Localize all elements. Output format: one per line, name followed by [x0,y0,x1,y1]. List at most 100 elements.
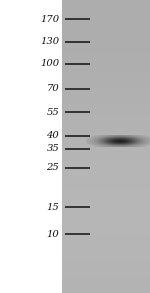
Bar [95,138,96,139]
Bar [96,141,97,142]
Bar [104,136,105,137]
Bar [62,0,150,5]
Bar [62,273,150,278]
Bar [114,143,115,144]
Bar [146,136,147,137]
Bar [112,143,113,144]
Bar [107,137,108,138]
Bar [86,140,87,141]
Bar [112,138,113,139]
Bar [136,139,137,140]
Bar [99,141,100,142]
Bar [106,143,107,144]
Bar [109,141,110,142]
Bar [149,142,150,143]
Bar [112,135,113,136]
Bar [102,139,103,140]
Bar [114,142,115,143]
Bar [88,138,89,139]
Bar [97,137,98,138]
Bar [123,142,124,143]
Bar [126,144,127,145]
Bar [100,138,101,139]
Bar [107,141,108,142]
Bar [110,137,111,138]
Bar [143,139,144,140]
Bar [97,139,98,140]
Bar [122,142,123,143]
Bar [62,239,150,244]
Bar [62,234,150,239]
Bar [106,135,107,136]
Bar [138,137,139,138]
Bar [106,141,107,142]
Bar [111,143,112,144]
Bar [62,5,150,10]
Bar [62,161,150,166]
Bar [94,145,95,146]
Bar [108,141,109,142]
Bar [116,142,117,143]
Text: 10: 10 [46,230,59,239]
Bar [62,44,150,49]
Bar [129,140,130,141]
Bar [124,139,125,140]
Bar [96,136,97,137]
Bar [148,144,149,145]
Bar [103,137,104,138]
Bar [138,143,139,144]
Bar [116,143,117,144]
Bar [139,143,140,144]
Bar [94,144,95,145]
Bar [122,136,123,137]
Bar [117,137,118,138]
Bar [120,138,121,139]
Bar [107,135,108,136]
Bar [62,103,150,108]
Bar [133,136,134,137]
Bar [62,10,150,15]
Bar [137,135,138,136]
Bar [98,143,99,144]
Bar [129,142,130,143]
Bar [116,137,117,138]
Bar [134,142,135,143]
Bar [99,135,100,136]
Bar [87,142,88,143]
Bar [114,137,115,138]
Bar [135,140,136,141]
Bar [142,144,143,145]
Bar [111,142,112,143]
Bar [147,139,148,140]
Bar [115,141,116,142]
Bar [133,144,134,145]
Bar [127,143,128,144]
Bar [117,143,118,144]
Bar [86,139,87,140]
Bar [143,136,144,137]
Bar [93,140,94,141]
Bar [98,141,99,142]
Bar [91,142,92,143]
Bar [120,142,121,143]
Bar [119,139,120,140]
Bar [118,136,119,137]
Bar [62,259,150,264]
Bar [121,143,122,144]
Bar [91,141,92,142]
Bar [100,140,101,141]
Bar [115,140,116,141]
Bar [141,137,142,138]
Bar [128,137,129,138]
Bar [0,0,62,293]
Bar [147,142,148,143]
Bar [130,140,131,141]
Bar [149,139,150,140]
Bar [62,181,150,185]
Bar [114,139,115,140]
Bar [62,254,150,259]
Bar [105,143,106,144]
Bar [130,142,131,143]
Bar [92,139,93,140]
Bar [90,143,91,144]
